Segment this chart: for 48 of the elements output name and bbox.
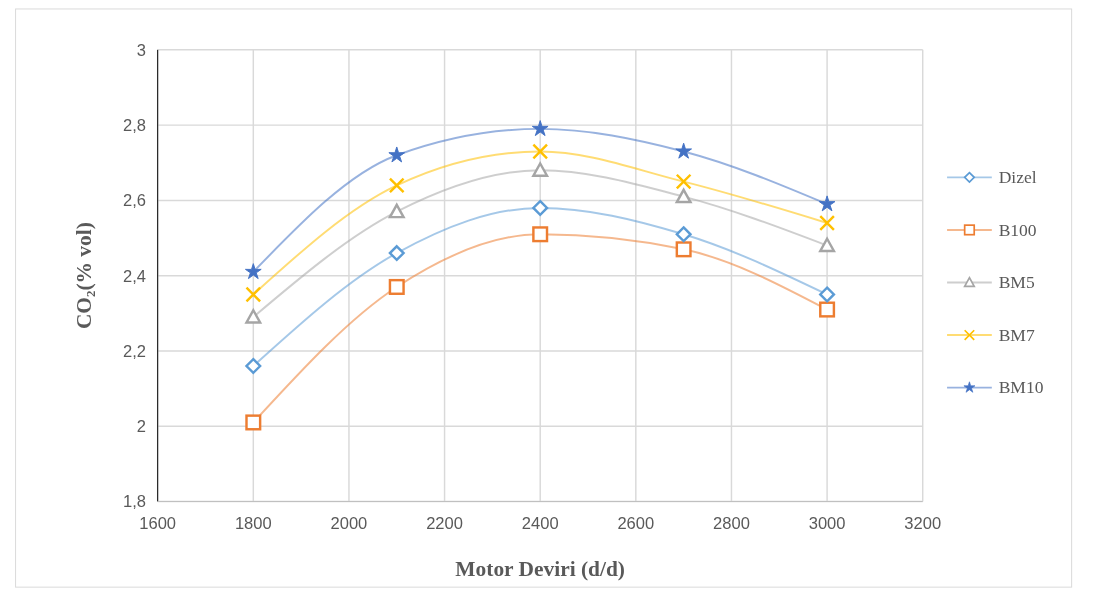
point [675,173,692,190]
x-tick-label: 3000 [808,513,846,533]
y-axis-title: CO₂(% vol) [71,222,96,330]
point [388,278,405,295]
point [388,203,405,219]
x-axis-title: Motor Deviri (d/d) [455,557,626,582]
point [388,245,405,262]
point [531,120,549,137]
point [532,226,549,243]
x-tick-label: 2400 [521,513,559,533]
y-tick-label: 1,8 [123,492,146,512]
x-tick-label: 2800 [713,513,750,533]
point [245,286,262,303]
y-tick-label: 2,4 [123,266,146,286]
point [675,241,692,258]
point [245,309,262,324]
y-tick-label: 2,2 [123,341,146,361]
point [675,142,692,159]
point [819,237,836,253]
point [819,286,836,303]
x-tick-label: 2200 [426,513,463,533]
point [245,414,262,431]
point [532,162,549,177]
x-tick-label: 1600 [139,513,177,533]
point [245,357,262,375]
point [532,143,549,160]
y-tick-label: 2 [136,417,146,437]
point [818,195,836,212]
legend-label: BM5 [998,272,1035,293]
point [388,177,405,194]
legend-label: Dizel [998,167,1037,188]
x-tick-label: 1800 [234,513,272,533]
y-tick-label: 2,6 [123,191,146,211]
point [388,146,406,163]
x-tick-label: 2000 [330,513,368,533]
point [819,301,836,318]
x-tick-label: 2600 [617,513,655,533]
x-tick-label: 3200 [904,513,942,533]
point [819,214,836,232]
legend-label: BM7 [998,324,1035,345]
point [244,263,262,280]
point [675,226,692,243]
legend-label: BM10 [998,377,1044,398]
point [675,188,692,204]
y-tick-label: 3 [136,40,146,60]
legend-label: B100 [998,219,1037,240]
y-tick-label: 2,8 [123,115,146,135]
point [532,199,549,216]
